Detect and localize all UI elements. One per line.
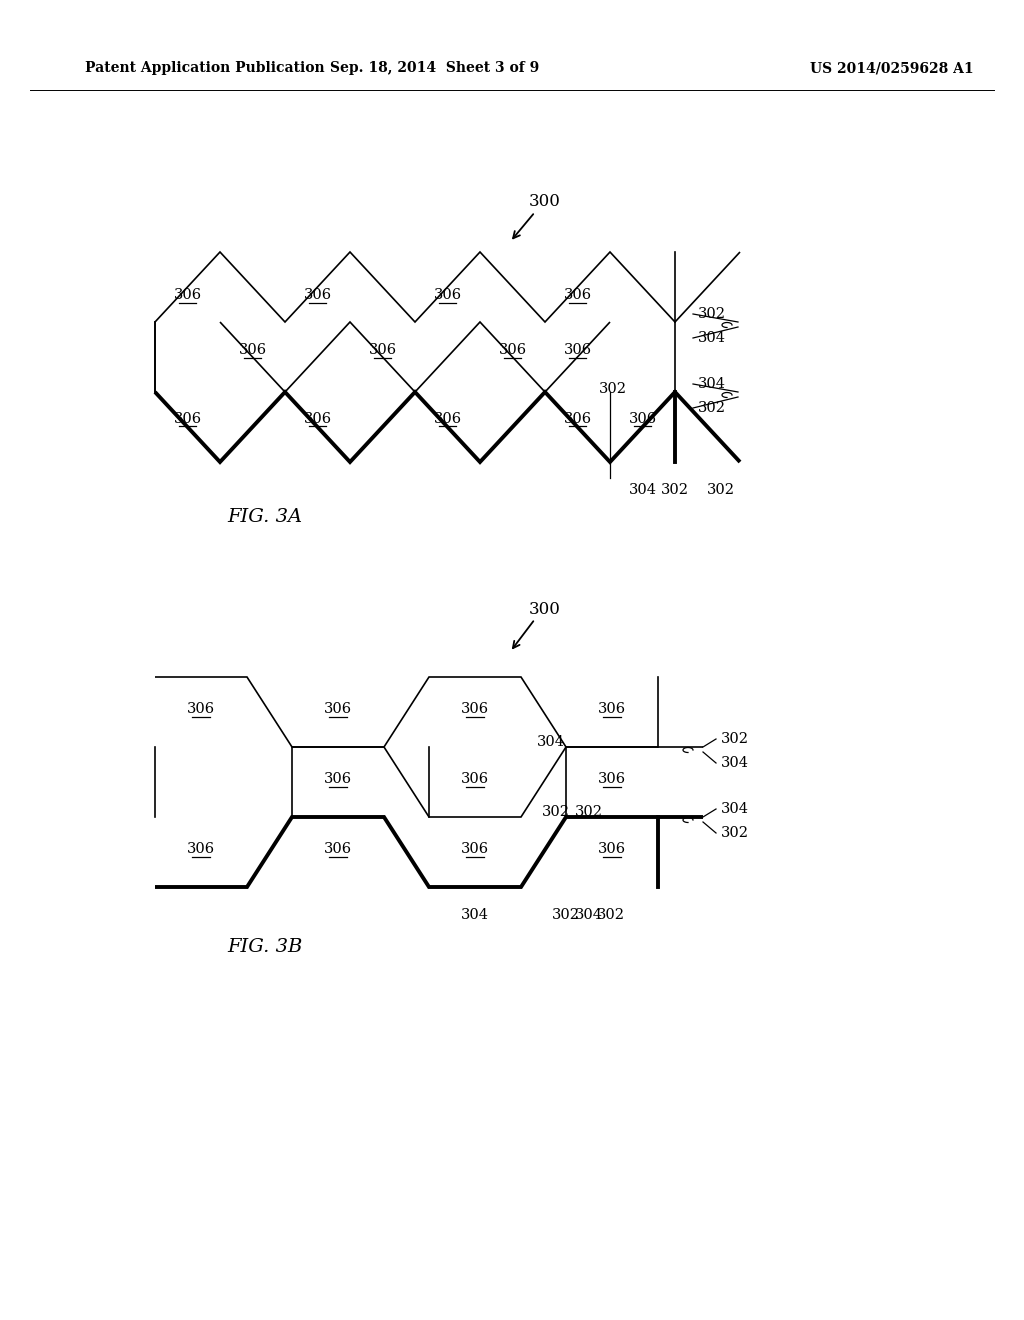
Text: 306: 306 — [461, 772, 489, 785]
Text: 302: 302 — [599, 381, 627, 396]
Text: 302: 302 — [662, 483, 689, 498]
Text: 304: 304 — [629, 483, 656, 498]
Text: 306: 306 — [433, 412, 462, 425]
Text: 304: 304 — [537, 735, 565, 748]
Text: 302: 302 — [574, 805, 602, 818]
Text: 306: 306 — [563, 412, 592, 425]
Text: 306: 306 — [187, 842, 215, 855]
Text: US 2014/0259628 A1: US 2014/0259628 A1 — [810, 61, 974, 75]
Text: 306: 306 — [629, 412, 656, 425]
Text: 304: 304 — [461, 908, 489, 921]
Text: 306: 306 — [324, 842, 352, 855]
Text: 306: 306 — [598, 702, 626, 715]
Text: 302: 302 — [552, 908, 580, 921]
Text: 304: 304 — [698, 331, 726, 345]
Text: 300: 300 — [529, 194, 561, 210]
Text: 304: 304 — [698, 378, 726, 391]
Text: 302: 302 — [597, 908, 625, 921]
Text: 306: 306 — [461, 702, 489, 715]
Text: 306: 306 — [239, 343, 266, 356]
Text: FIG. 3B: FIG. 3B — [227, 939, 303, 956]
Text: 306: 306 — [598, 772, 626, 785]
Text: 302: 302 — [721, 733, 749, 746]
Text: 306: 306 — [563, 288, 592, 302]
Text: 306: 306 — [324, 772, 352, 785]
Text: 306: 306 — [369, 343, 396, 356]
Text: 302: 302 — [542, 805, 570, 818]
Text: 306: 306 — [563, 343, 592, 356]
Text: Sep. 18, 2014  Sheet 3 of 9: Sep. 18, 2014 Sheet 3 of 9 — [331, 61, 540, 75]
Text: 306: 306 — [173, 288, 202, 302]
Text: 302: 302 — [707, 483, 734, 498]
Text: 304: 304 — [721, 756, 749, 770]
Text: 306: 306 — [324, 702, 352, 715]
Text: 306: 306 — [461, 842, 489, 855]
Text: FIG. 3A: FIG. 3A — [227, 508, 302, 525]
Text: 300: 300 — [529, 601, 561, 618]
Text: 302: 302 — [698, 401, 726, 414]
Text: 306: 306 — [499, 343, 526, 356]
Text: 304: 304 — [574, 908, 602, 921]
Text: Patent Application Publication: Patent Application Publication — [85, 61, 325, 75]
Text: 306: 306 — [433, 288, 462, 302]
Text: 306: 306 — [303, 288, 332, 302]
Text: 302: 302 — [721, 826, 749, 840]
Text: 306: 306 — [187, 702, 215, 715]
Text: 306: 306 — [173, 412, 202, 425]
Text: 304: 304 — [721, 803, 749, 816]
Text: 302: 302 — [698, 308, 726, 321]
Text: 306: 306 — [598, 842, 626, 855]
Text: 306: 306 — [303, 412, 332, 425]
